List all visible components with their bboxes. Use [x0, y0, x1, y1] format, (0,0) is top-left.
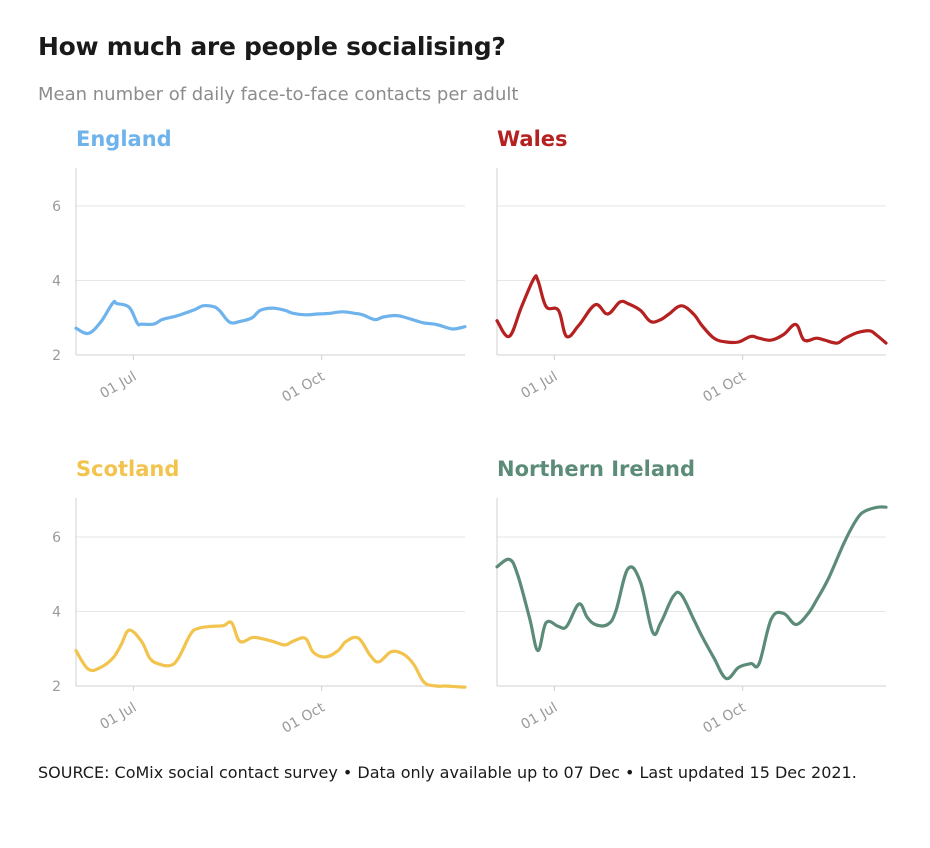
scotland-ytick-label-4: 4	[52, 605, 61, 621]
panel-title-northern-ireland: Northern Ireland	[497, 457, 695, 481]
england-xtick-label-0: 01 Jul	[97, 369, 139, 402]
scotland-ytick-label-6: 6	[52, 530, 61, 546]
scotland-ytick-label-2: 2	[52, 679, 61, 695]
scotland-series-line	[74, 620, 467, 689]
wales-xtick-label-0: 01 Jul	[518, 369, 560, 402]
england-ytick-label-6: 6	[52, 199, 61, 215]
scotland-xtick-label-0: 01 Jul	[97, 700, 139, 733]
panel-title-wales: Wales	[497, 127, 568, 151]
scotland-xtick-label-1: 01 Oct	[279, 699, 328, 736]
page-subtitle: Mean number of daily face-to-face contac…	[38, 84, 519, 105]
england-xtick-label-1: 01 Oct	[279, 368, 328, 405]
england-ytick-label-4: 4	[52, 274, 61, 290]
panel-title-scotland: Scotland	[76, 457, 180, 481]
northern-ireland-xtick-label-1: 01 Oct	[700, 699, 749, 736]
panel-title-england: England	[76, 127, 172, 151]
england-ytick-label-2: 2	[52, 348, 61, 364]
source-note: SOURCE: CoMix social contact survey • Da…	[38, 763, 857, 782]
england-series-line	[74, 299, 467, 336]
wales-xtick-label-1: 01 Oct	[700, 368, 749, 405]
wales-series-line	[495, 274, 888, 345]
page-title: How much are people socialising?	[38, 32, 506, 61]
northern-ireland-xtick-label-0: 01 Jul	[518, 700, 560, 733]
northern-ireland-series-line	[495, 505, 888, 681]
